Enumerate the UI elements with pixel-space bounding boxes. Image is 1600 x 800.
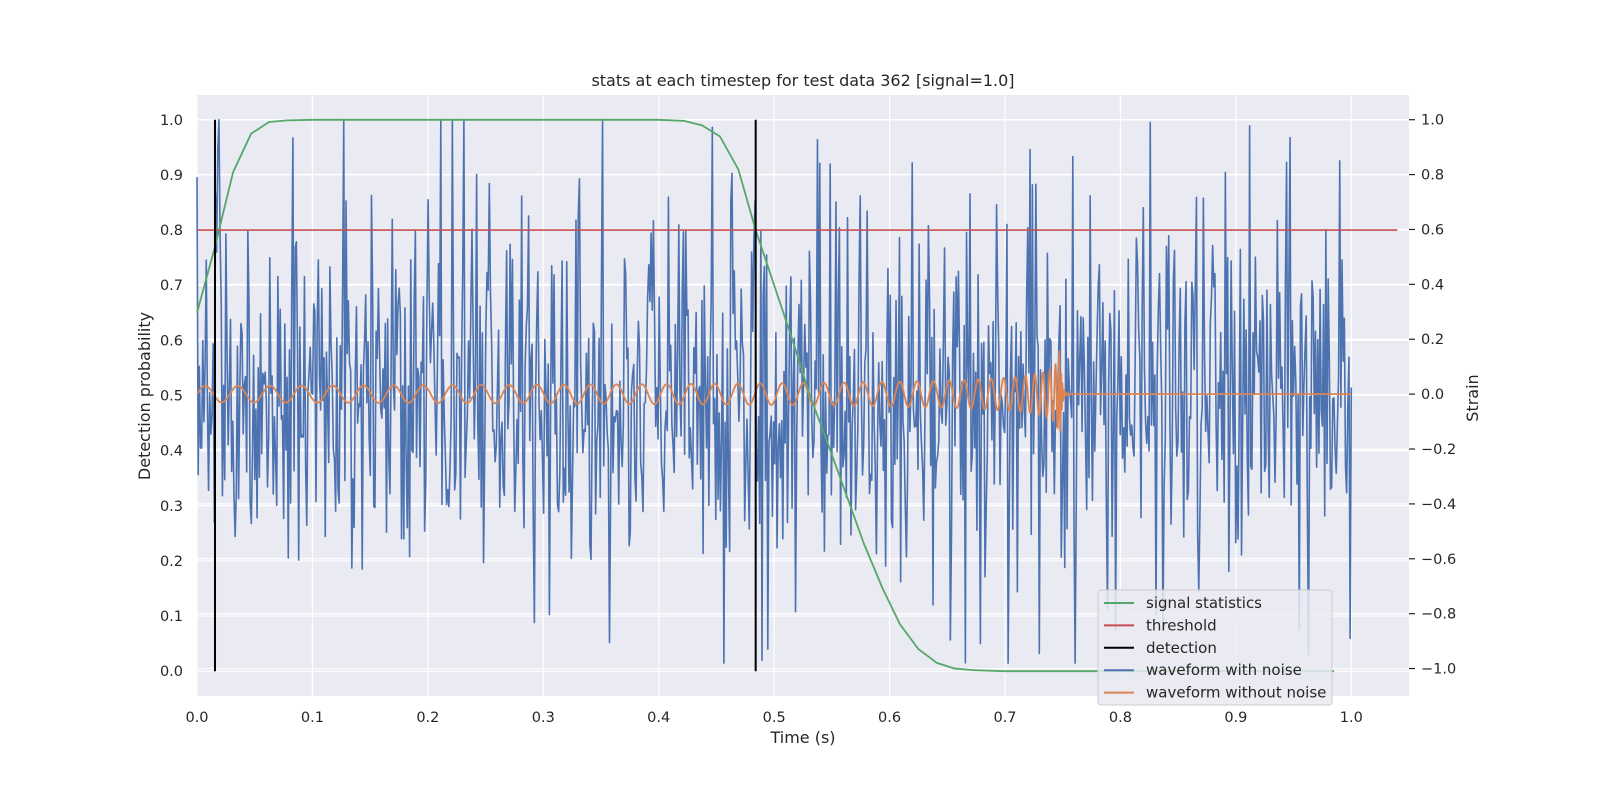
series-waveform-without-noise — [196, 350, 1352, 433]
y-left-tick-label: 0.6 — [160, 333, 183, 349]
x-tick-label: 0.6 — [878, 710, 901, 726]
y-right-tick-label: −0.2 — [1421, 442, 1456, 458]
x-tick-label: 0.9 — [1224, 710, 1247, 726]
x-tick-label: 1.0 — [1340, 710, 1363, 726]
y-left-tick-label: 0.1 — [160, 609, 183, 625]
x-tick-label: 0.7 — [993, 710, 1016, 726]
y-left-tick-label: 0.3 — [160, 499, 183, 515]
legend-label: threshold — [1146, 616, 1217, 634]
y-left-tick-label: 0.7 — [160, 278, 183, 294]
legend-label: waveform without noise — [1146, 684, 1326, 702]
x-tick-label: 0.3 — [532, 710, 555, 726]
x-tick-label: 0.4 — [647, 710, 670, 726]
x-tick-label: 0.2 — [416, 710, 439, 726]
chart-title: stats at each timestep for test data 362… — [591, 71, 1014, 90]
y-right-tick-label: 0.0 — [1421, 387, 1444, 403]
y-right-tick-label: −1.0 — [1421, 662, 1456, 678]
x-axis-label: Time (s) — [769, 728, 835, 747]
y-right-tick-label: 0.4 — [1421, 277, 1444, 293]
y-left-tick-label: 0.0 — [160, 664, 183, 680]
x-tick-label: 0.5 — [763, 710, 786, 726]
series-layer — [196, 118, 1398, 673]
y-right-tick-label: −0.4 — [1421, 497, 1456, 513]
y-left-tick-label: 0.8 — [160, 223, 183, 239]
y-left-tick-label: 0.4 — [160, 444, 183, 460]
series-waveform-with-noise — [196, 118, 1353, 664]
y-left-axis-ticks: 0.0 0.1 0.2 0.3 0.4 0.5 0.6 0.7 0.8 0.9 1.0 — [160, 113, 183, 680]
y-right-tick-label: −0.8 — [1421, 607, 1456, 623]
legend-label: detection — [1146, 639, 1217, 657]
y-left-tick-label: 0.5 — [160, 389, 183, 405]
x-tick-label: 0.8 — [1109, 710, 1132, 726]
legend-box — [1097, 589, 1333, 706]
x-axis-ticks: 0.0 0.1 0.2 0.3 0.4 0.5 0.6 0.7 0.8 0.9 1.0 — [185, 710, 1362, 726]
y-right-axis-ticks: −1.0 −0.8 −0.6 −0.4 −0.2 0.0 0.2 0.4 0.6 0.8 1.0 — [1409, 113, 1456, 678]
y-left-tick-label: 0.2 — [160, 554, 183, 570]
x-tick-label: 0.1 — [301, 710, 324, 726]
y-right-tick-label: 1.0 — [1421, 113, 1444, 129]
y-left-tick-label: 1.0 — [160, 113, 183, 129]
y-right-tick-label: 0.6 — [1421, 222, 1444, 238]
y-right-tick-label: 0.2 — [1421, 332, 1444, 348]
series-signal-statistics — [196, 118, 1334, 673]
legend: signal statistics threshold detection wavef… — [1097, 589, 1333, 706]
y-right-tick-label: 0.8 — [1421, 168, 1444, 184]
legend-label: signal statistics — [1146, 594, 1262, 612]
y-right-axis-label: Strain — [1463, 374, 1482, 421]
y-right-tick-label: −0.6 — [1421, 552, 1456, 568]
y-left-axis-label: Detection probability — [135, 312, 154, 480]
legend-label: waveform with noise — [1146, 661, 1302, 679]
x-tick-label: 0.0 — [185, 710, 208, 726]
y-left-tick-label: 0.9 — [160, 168, 183, 184]
